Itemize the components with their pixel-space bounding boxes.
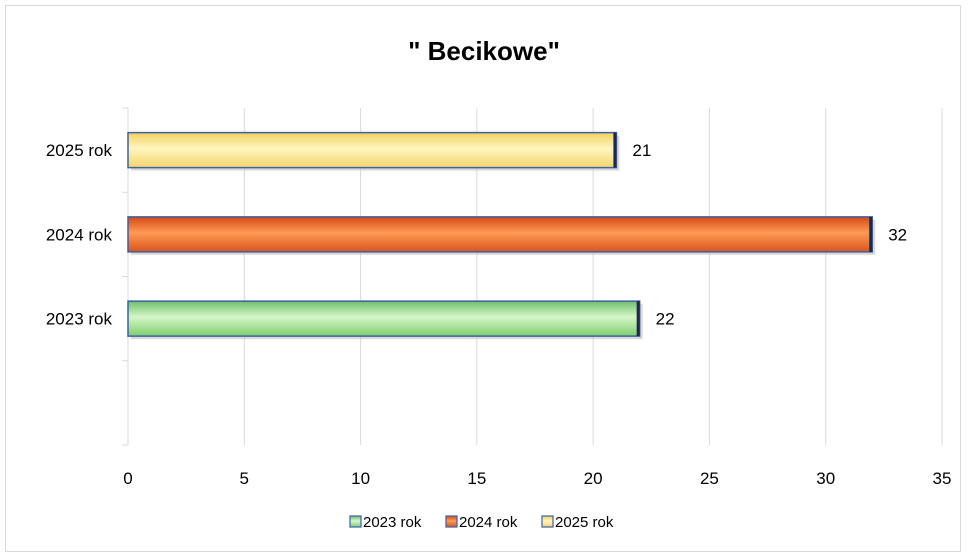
legend-label: 2024 rok [459, 514, 518, 531]
data-label: 32 [888, 225, 907, 244]
y-tick-label: 2023 rok [46, 310, 113, 329]
y-tick-label: 2024 rok [46, 225, 113, 244]
x-tick-label: 5 [240, 469, 249, 488]
legend-swatch [541, 515, 554, 528]
chart-frame [5, 5, 961, 552]
legend-label: 2025 rok [555, 514, 614, 531]
x-tick-label: 25 [700, 469, 719, 488]
bar-end-cap [613, 132, 617, 168]
legend-swatch [349, 515, 362, 528]
bar-end-cap [636, 301, 640, 337]
data-label: 21 [632, 141, 651, 160]
x-tick-label: 35 [933, 469, 952, 488]
x-tick-label: 30 [816, 469, 835, 488]
bar-end-cap [869, 216, 873, 252]
chart-title: " Becikowe" [408, 36, 560, 66]
bar-2024-rok [127, 216, 873, 253]
y-tick-label: 2025 rok [46, 141, 113, 160]
x-tick-label: 20 [584, 469, 603, 488]
x-tick-label: 15 [467, 469, 486, 488]
bar-2025-rok [127, 131, 618, 169]
bar-2023-rok [127, 300, 641, 337]
legend-swatch [445, 515, 458, 528]
x-tick-label: 0 [123, 469, 132, 488]
legend-label: 2023 rok [363, 514, 422, 531]
x-tick-label: 10 [351, 469, 370, 488]
data-label: 22 [656, 310, 675, 329]
